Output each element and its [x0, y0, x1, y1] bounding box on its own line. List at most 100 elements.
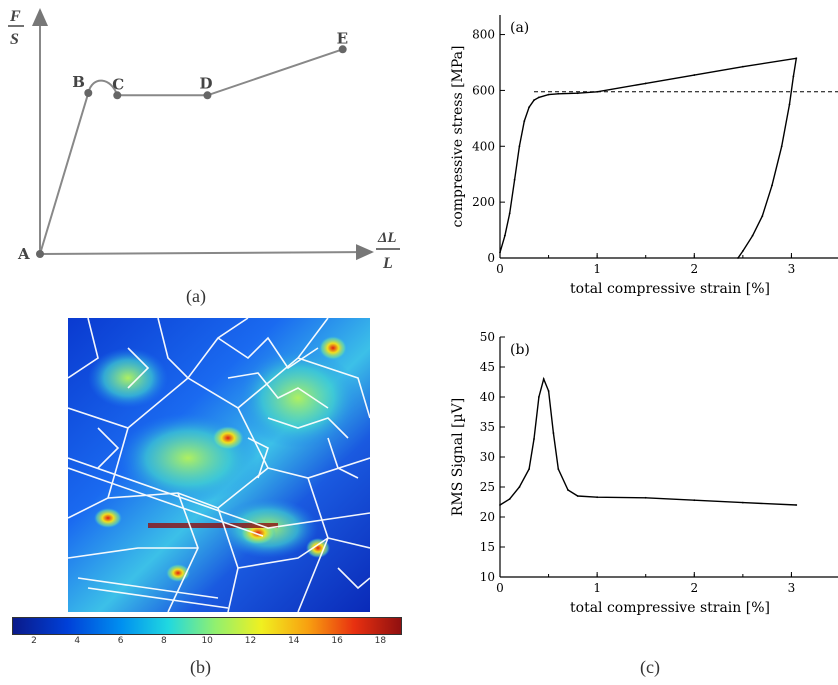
series-point	[596, 90, 599, 93]
colorbar-ticks: 2 4 6 8 10 12 14 16 18	[12, 636, 400, 648]
series-point	[788, 103, 791, 106]
series-point	[693, 74, 696, 76]
y-tick-label: 20	[480, 510, 495, 524]
series-point	[693, 499, 696, 502]
rms-signal-chart: 0 1 2 3 10 15 20 25 30 35 40 45 50 total compressive …	[450, 330, 838, 616]
panel-label-a: (a)	[186, 286, 206, 306]
series-point	[552, 432, 555, 434]
x-tick-label: 3	[788, 581, 796, 595]
series-point	[576, 92, 579, 95]
colorbar-tick: 4	[74, 636, 81, 646]
colorbar-tick: 16	[331, 636, 343, 646]
y-tick-label: 15	[480, 540, 495, 554]
series-point	[513, 178, 516, 181]
sketch-label-A: A	[17, 245, 30, 263]
colorbar-tick: 14	[288, 636, 300, 646]
sketch-point-D	[203, 91, 212, 100]
series-line-0	[499, 376, 797, 506]
stress-strain-chart: 0 1 2 3 0 200 400 600 800 total compressive strai…	[450, 15, 838, 297]
series-point	[499, 251, 501, 254]
series-point	[741, 65, 744, 68]
series-point	[557, 468, 560, 470]
panel-label-b: (b)	[190, 657, 211, 677]
chart-panel-label: (b)	[510, 342, 530, 358]
sketch-label-C: C	[112, 75, 124, 93]
sketch-y-label-bottom: S	[10, 31, 19, 48]
series-point	[771, 184, 773, 187]
x-axis-label: total compressive strain [%]	[570, 281, 770, 297]
x-axis-label: total compressive strain [%]	[570, 600, 770, 616]
sketch-point-C	[113, 91, 122, 100]
colorbar-tick: 6	[117, 636, 124, 646]
y-tick-label: 25	[480, 480, 495, 494]
colorbar-tick: 10	[201, 636, 213, 646]
x-tick-label: 1	[593, 262, 601, 276]
y-tick-label: 400	[472, 139, 495, 153]
colorbar	[12, 617, 402, 635]
series-point	[518, 145, 521, 148]
series-point	[508, 498, 511, 500]
x-tick-label: 3	[788, 262, 796, 276]
series-point	[499, 504, 501, 506]
sketch-point-A	[36, 250, 44, 258]
y-axis-label: RMS Signal [µV]	[450, 398, 466, 516]
series-point	[751, 234, 754, 237]
series-point	[547, 93, 550, 96]
sketch-y-label-top: F	[9, 8, 21, 25]
sketch-curve-line	[39, 48, 344, 255]
series-point	[792, 75, 795, 78]
series-point	[528, 468, 531, 470]
series-point	[795, 504, 798, 506]
y-axis-label: compressive stress [MPa]	[450, 46, 466, 228]
series-point	[576, 495, 579, 497]
sketch-x-label-bottom: L	[382, 255, 393, 272]
x-tick-label: 0	[496, 581, 504, 595]
series-point	[761, 215, 764, 218]
y-tick-label: 200	[472, 195, 495, 209]
series-point	[644, 496, 647, 499]
x-tick-label: 2	[690, 581, 698, 595]
chart-panel-label: (a)	[510, 20, 529, 36]
series-point	[537, 396, 540, 398]
sketch-x-label-top: ΔL	[377, 230, 397, 246]
y-tick-label: 0	[487, 251, 495, 265]
series-point	[567, 489, 569, 491]
series-point	[644, 82, 647, 85]
sketch-x-axis	[39, 244, 374, 261]
x-tick-label: 1	[593, 581, 601, 595]
series-line-0	[499, 57, 798, 259]
y-tick-label: 30	[480, 450, 495, 464]
series-point	[780, 145, 783, 148]
series-point	[508, 212, 511, 215]
series-point	[557, 92, 560, 95]
series-point	[737, 257, 739, 259]
y-tick-label: 600	[472, 83, 495, 97]
series-point	[596, 496, 599, 499]
series-point	[528, 106, 531, 109]
series-point	[547, 390, 550, 392]
y-tick-label: 50	[480, 330, 495, 344]
series-point	[533, 99, 535, 102]
series-point	[795, 57, 798, 60]
grain-orientation-map	[68, 318, 370, 612]
sketch-point-E	[338, 45, 347, 54]
series-point	[741, 501, 744, 504]
y-tick-label: 40	[480, 390, 495, 404]
series-point	[518, 486, 521, 488]
stress-strain-sketch: F S ΔL L A B C D E	[8, 8, 400, 272]
colorbar-tick: 18	[374, 636, 387, 646]
sketch-point-B	[84, 89, 93, 97]
x-tick-label: 0	[496, 262, 504, 276]
y-tick-label: 10	[480, 570, 495, 584]
y-tick-label: 800	[472, 28, 495, 42]
panel-label-c: (c)	[640, 657, 660, 677]
series-point	[503, 234, 506, 237]
y-tick-label: 35	[480, 420, 495, 434]
series-point	[523, 120, 526, 123]
series-point	[741, 250, 744, 252]
colorbar-tick: 2	[31, 636, 37, 646]
y-tick-label: 45	[480, 360, 495, 374]
sketch-label-E: E	[337, 29, 348, 47]
series-point	[537, 96, 540, 99]
sketch-label-D: D	[199, 74, 212, 92]
